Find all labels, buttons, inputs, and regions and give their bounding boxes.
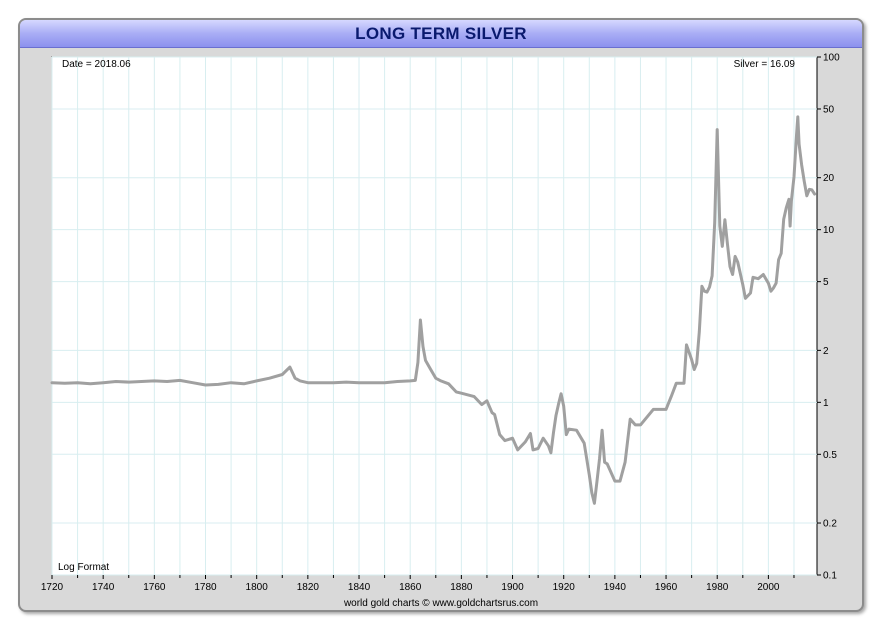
- y-tick-label: 5: [823, 277, 829, 288]
- x-tick-label: 1940: [604, 582, 627, 593]
- y-tick-label: 0.5: [823, 450, 837, 461]
- x-tick-label: 2000: [757, 582, 780, 593]
- x-axis: 1720 1740 1760 1780 1800 1820 1840 1860 1880 1900…: [41, 575, 795, 593]
- x-tick-label: 1760: [143, 582, 166, 593]
- series-line-silver: [50, 115, 817, 505]
- x-tick-label: 1980: [706, 582, 729, 593]
- x-tick-label: 1900: [501, 582, 524, 593]
- date-label: Date = 2018.06: [62, 59, 131, 70]
- series-layer: [50, 115, 817, 505]
- y-tick-label: 0.2: [823, 519, 837, 530]
- footer-credit: world gold charts © www.goldchartsrus.co…: [343, 598, 539, 609]
- log-format-label: Log Format: [58, 562, 109, 573]
- x-tick-label: 1840: [348, 582, 371, 593]
- plot-area: [51, 56, 818, 576]
- y-tick-label: 20: [823, 173, 835, 184]
- y-tick-label: 1: [823, 398, 829, 409]
- silver-value-label: Silver = 16.09: [734, 59, 796, 70]
- x-tick-label: 1720: [41, 582, 64, 593]
- x-tick-label: 1880: [450, 582, 473, 593]
- x-tick-label: 1800: [246, 582, 269, 593]
- x-tick-label: 1960: [655, 582, 678, 593]
- y-tick-label: 10: [823, 225, 835, 236]
- x-tick-label: 1920: [553, 582, 576, 593]
- grid-lines: [51, 56, 817, 576]
- y-tick-label: 2: [823, 346, 829, 357]
- y-tick-label: 100: [823, 53, 840, 64]
- x-tick-label: 1740: [92, 582, 115, 593]
- x-tick-label: 1820: [297, 582, 320, 593]
- x-tick-label: 1860: [399, 582, 422, 593]
- title-bar: LONG TERM SILVER: [20, 20, 862, 48]
- y-tick-label: 0.1: [823, 571, 837, 582]
- y-tick-label: 50: [823, 104, 835, 115]
- x-tick-label: 1780: [194, 582, 217, 593]
- y-axis: 100 50 20 10 5 2 1 0.5 0.2 0.1: [817, 53, 840, 582]
- chart-title: LONG TERM SILVER: [355, 24, 527, 43]
